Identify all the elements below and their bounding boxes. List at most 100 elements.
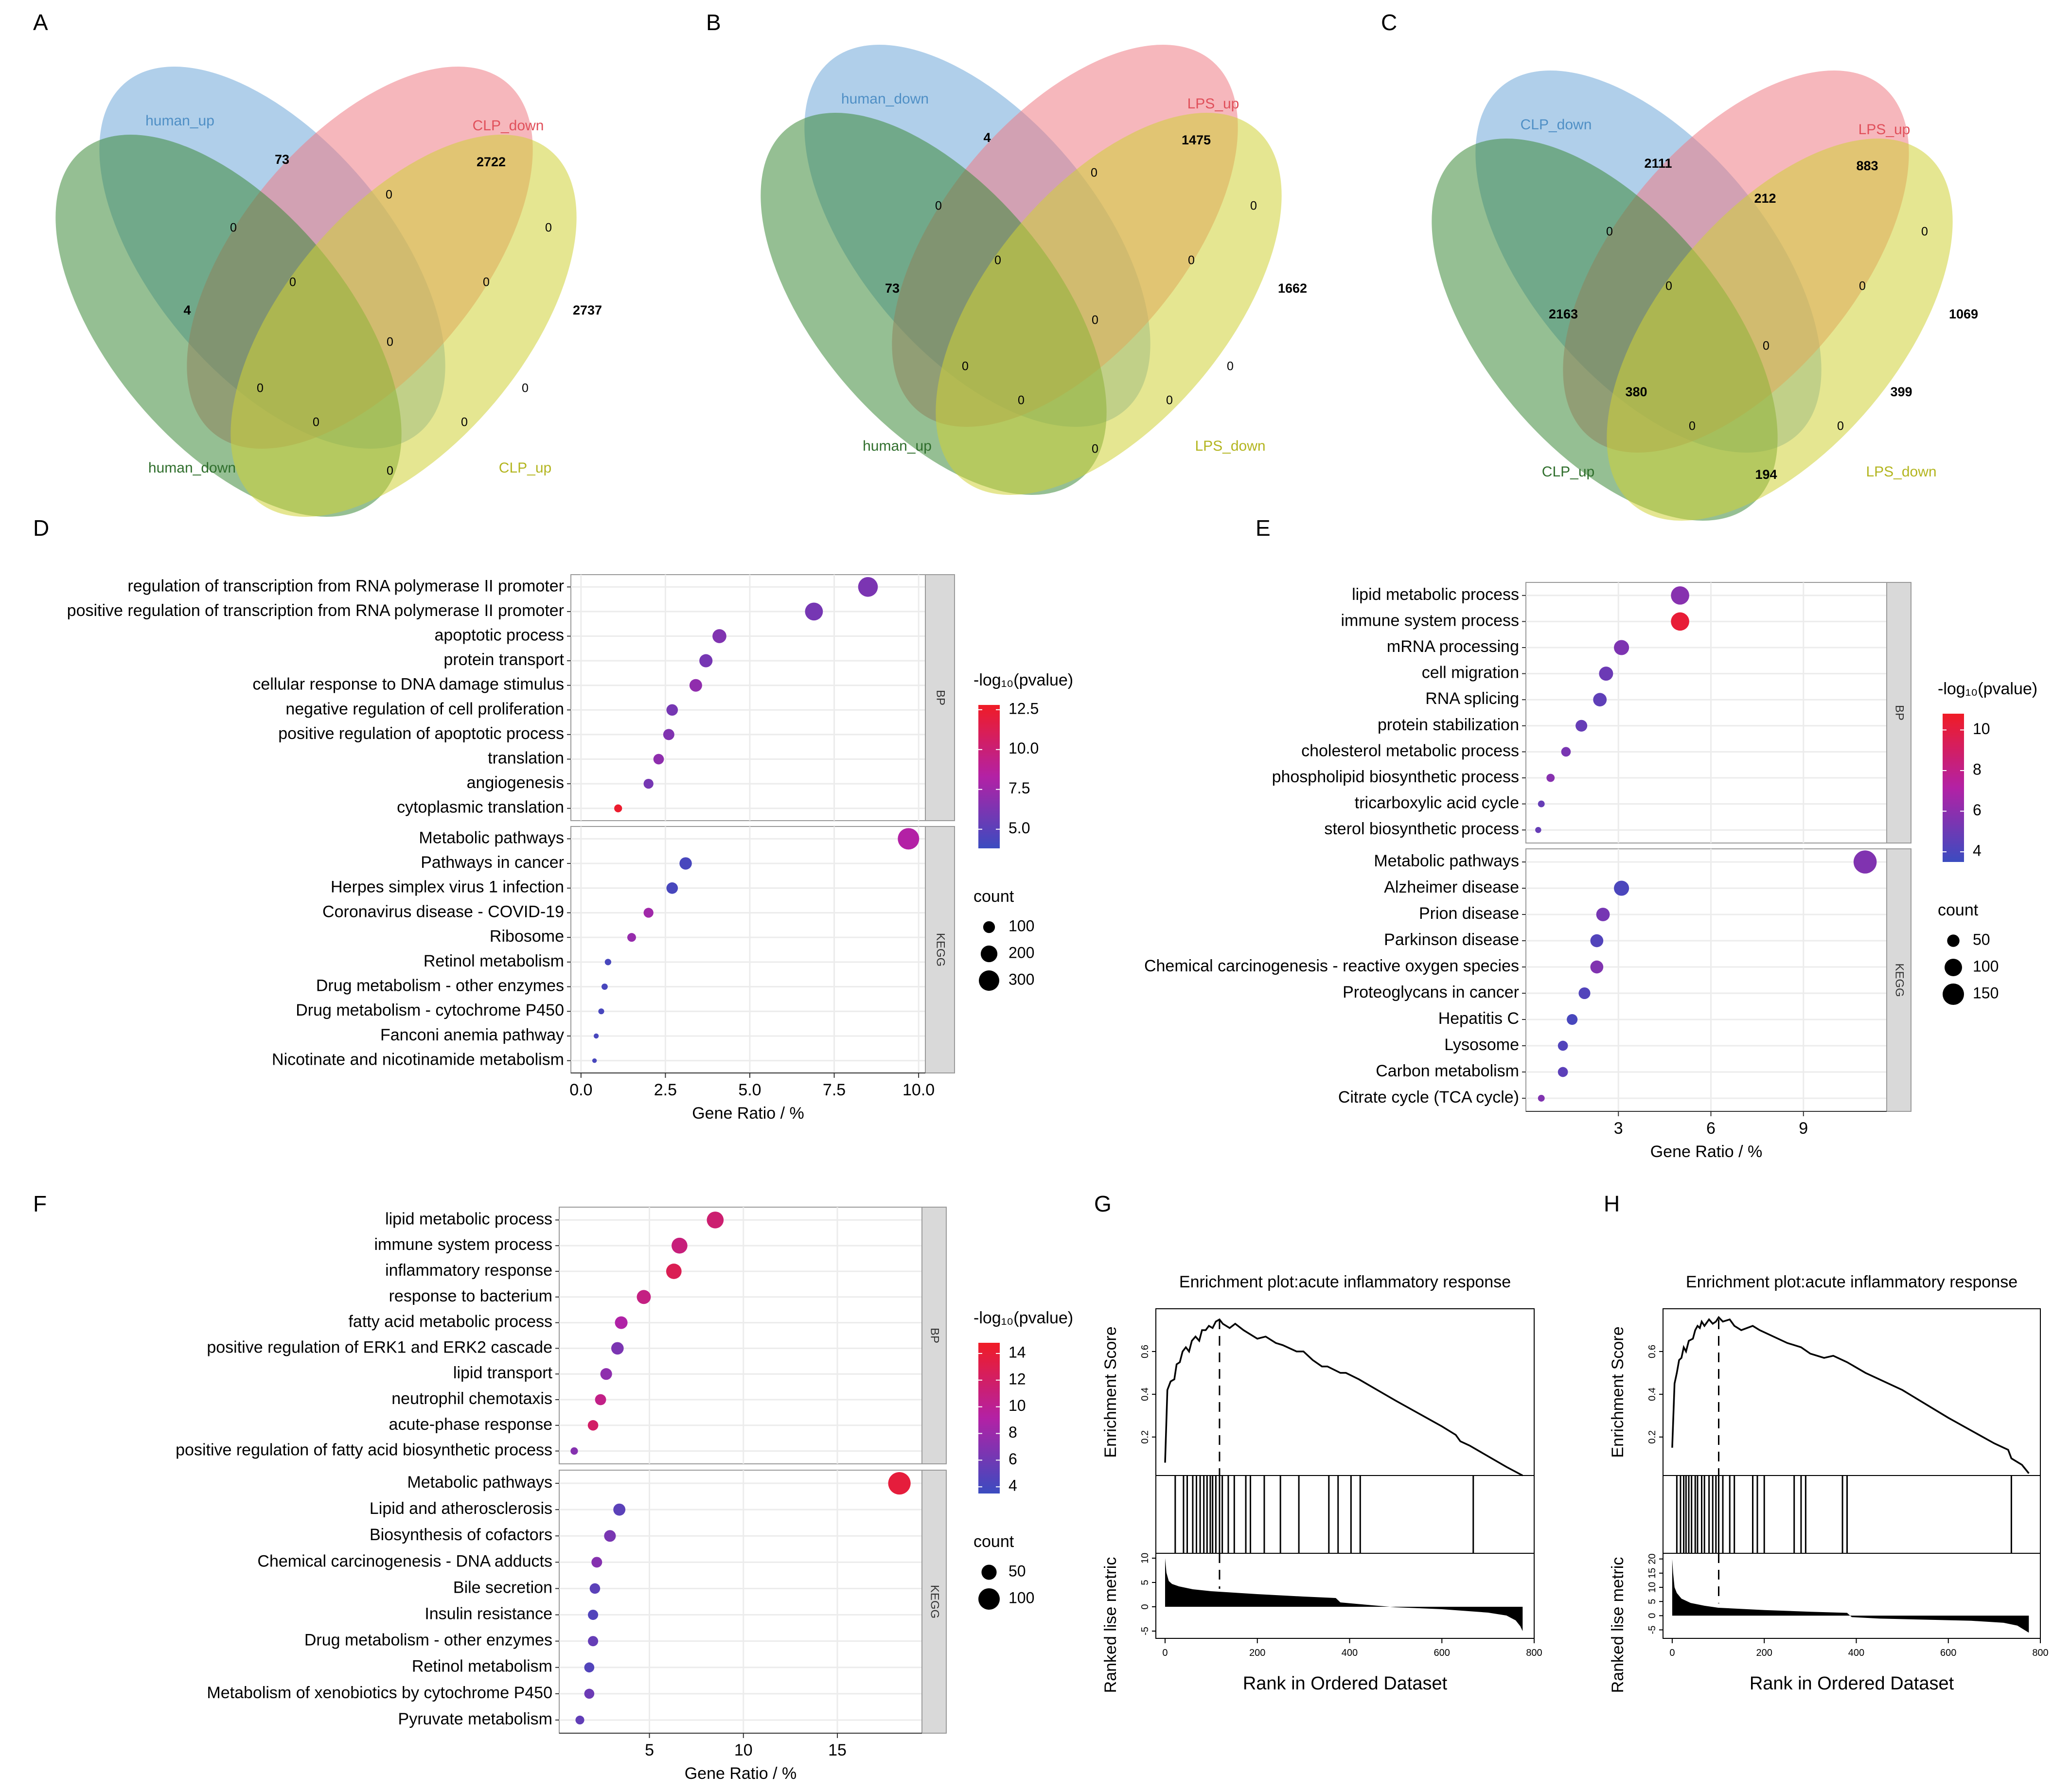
- color-legend-label: 12.5: [1009, 700, 1039, 717]
- term-label: cytoplasmic translation: [397, 798, 564, 817]
- venn-region-count: 0: [1689, 420, 1696, 433]
- color-legend-title: -log₁₀(pvalue): [973, 1309, 1073, 1327]
- size-legend-dot: [983, 921, 995, 933]
- dot-point: [575, 1715, 584, 1725]
- metric-area: [1672, 1559, 2029, 1633]
- dot-point: [615, 1316, 628, 1329]
- dot-point: [602, 984, 608, 990]
- facet-strip: [921, 1207, 947, 1464]
- term-label: Metabolic pathways: [1374, 852, 1519, 870]
- size-legend-label: 50: [1973, 931, 1990, 948]
- facet-strip-label: BP: [1893, 705, 1906, 720]
- facet-strip-label: BP: [934, 690, 947, 705]
- term-label: tricarboxylic acid cycle: [1355, 794, 1519, 812]
- facet-strip-label: KEGG: [928, 1585, 941, 1618]
- color-legend-label: 10.0: [1009, 739, 1039, 757]
- dot-point: [663, 729, 674, 740]
- panel-label-H: H: [1604, 1191, 1620, 1216]
- dot-point: [570, 1447, 578, 1455]
- x-tick-label: 200: [1756, 1648, 1772, 1658]
- term-label: positive regulation of apoptotic process: [278, 724, 564, 743]
- venn-region-count: 399: [1890, 385, 1912, 399]
- hits-panel: [1663, 1475, 2041, 1554]
- term-label: Insulin resistance: [425, 1605, 552, 1623]
- size-legend-label: 100: [1009, 917, 1034, 934]
- term-label: Lipid and atherosclerosis: [370, 1499, 552, 1518]
- facet-panel: [570, 574, 926, 821]
- term-label: Drug metabolism - cytochrome P450: [296, 1001, 564, 1019]
- metric-y-tick-label: 0: [1647, 1613, 1658, 1618]
- color-legend-title: -log₁₀(pvalue): [973, 671, 1073, 689]
- metric-y-tick-label: -5: [1140, 1627, 1150, 1635]
- color-legend-label: 8: [1973, 760, 1982, 778]
- venn-region-count: 0: [386, 188, 392, 202]
- term-label: Parkinson disease: [1384, 931, 1519, 949]
- es-y-tick-label: 0.6: [1647, 1345, 1658, 1358]
- venn-region-count: 0: [1921, 225, 1928, 239]
- venn-region-count: 0: [522, 382, 529, 395]
- metric-y-tick-label: -5: [1647, 1626, 1658, 1634]
- dot-point: [1535, 826, 1541, 833]
- venn-region-count: 0: [387, 464, 393, 478]
- dot-point: [666, 704, 678, 716]
- term-label: cholesterol metabolic process: [1301, 741, 1519, 760]
- facet-panel: [559, 1207, 922, 1464]
- dot-point: [595, 1394, 606, 1405]
- term-label: Bile secretion: [453, 1578, 552, 1597]
- dot-point: [1557, 1067, 1568, 1077]
- color-legend-label: 4: [1009, 1477, 1017, 1494]
- metric-y-tick-label: 20: [1647, 1554, 1658, 1564]
- dot-point: [588, 1609, 599, 1620]
- venn-region-count: 2111: [1644, 156, 1672, 171]
- dot-point: [598, 1008, 604, 1015]
- facet-strip: [925, 826, 955, 1073]
- term-label: Chemical carcinogenesis - reactive oxyge…: [1144, 957, 1519, 975]
- x-axis-title: Gene Ratio / %: [1650, 1142, 1763, 1161]
- venn-set-4: [936, 113, 1282, 495]
- x-tick-label: 10: [734, 1741, 753, 1759]
- es-y-tick-label: 0.2: [1647, 1430, 1658, 1444]
- size-legend-label: 300: [1009, 970, 1034, 988]
- dot-point: [699, 654, 713, 668]
- term-label: immune system process: [374, 1235, 552, 1254]
- term-label: Drug metabolism - other enzymes: [316, 977, 564, 995]
- metric-panel: [1663, 1553, 2041, 1639]
- panel-label-C: C: [1381, 10, 1397, 35]
- dot-point: [592, 1058, 597, 1063]
- x-axis-title: Gene Ratio / %: [685, 1764, 797, 1783]
- size-legend-dot: [1945, 959, 1962, 976]
- venn-region-count: 2722: [477, 155, 506, 169]
- term-label: Prion disease: [1419, 904, 1519, 923]
- term-label: cellular response to DNA damage stimulus: [252, 675, 564, 694]
- dot-point: [627, 933, 636, 942]
- term-label: Herpes simplex virus 1 infection: [331, 878, 564, 896]
- color-legend-label: 8: [1009, 1423, 1017, 1441]
- term-label: apoptotic process: [435, 626, 565, 644]
- venn-set-4: [1607, 139, 1953, 521]
- term-label: Citrate cycle (TCA cycle): [1338, 1088, 1519, 1107]
- facet-panel: [1525, 848, 1887, 1112]
- facet-strip: [1886, 848, 1911, 1112]
- term-label: neutrophil chemotaxis: [391, 1389, 552, 1408]
- size-legend-label: 100: [1009, 1589, 1034, 1606]
- dotplot-F: lipid metabolic process immune system pro…: [176, 1207, 1073, 1783]
- x-tick-label: 10.0: [903, 1081, 935, 1099]
- term-label: inflammatory response: [385, 1261, 552, 1280]
- color-legend-label: 14: [1009, 1343, 1026, 1361]
- term-label: Drug metabolism - other enzymes: [304, 1631, 552, 1650]
- venn-region-count: 1069: [1949, 307, 1978, 321]
- venn-region-count: 0: [1188, 254, 1195, 267]
- venn-region-count: 0: [1250, 199, 1257, 213]
- metric-panel: [1155, 1553, 1535, 1639]
- term-label: Proteoglycans in cancer: [1343, 983, 1519, 1001]
- term-label: Retinol metabolism: [412, 1657, 552, 1676]
- facet-panel: [570, 826, 926, 1073]
- metric-y-tick-label: 5: [1140, 1580, 1150, 1585]
- x-tick-label: 0: [1162, 1648, 1168, 1658]
- venn-set-label: human_up: [145, 113, 214, 129]
- term-label: acute-phase response: [389, 1415, 552, 1434]
- es-y-tick-label: 0.6: [1140, 1345, 1150, 1358]
- dot-point: [707, 1212, 724, 1229]
- venn-region-count: 0: [461, 416, 468, 429]
